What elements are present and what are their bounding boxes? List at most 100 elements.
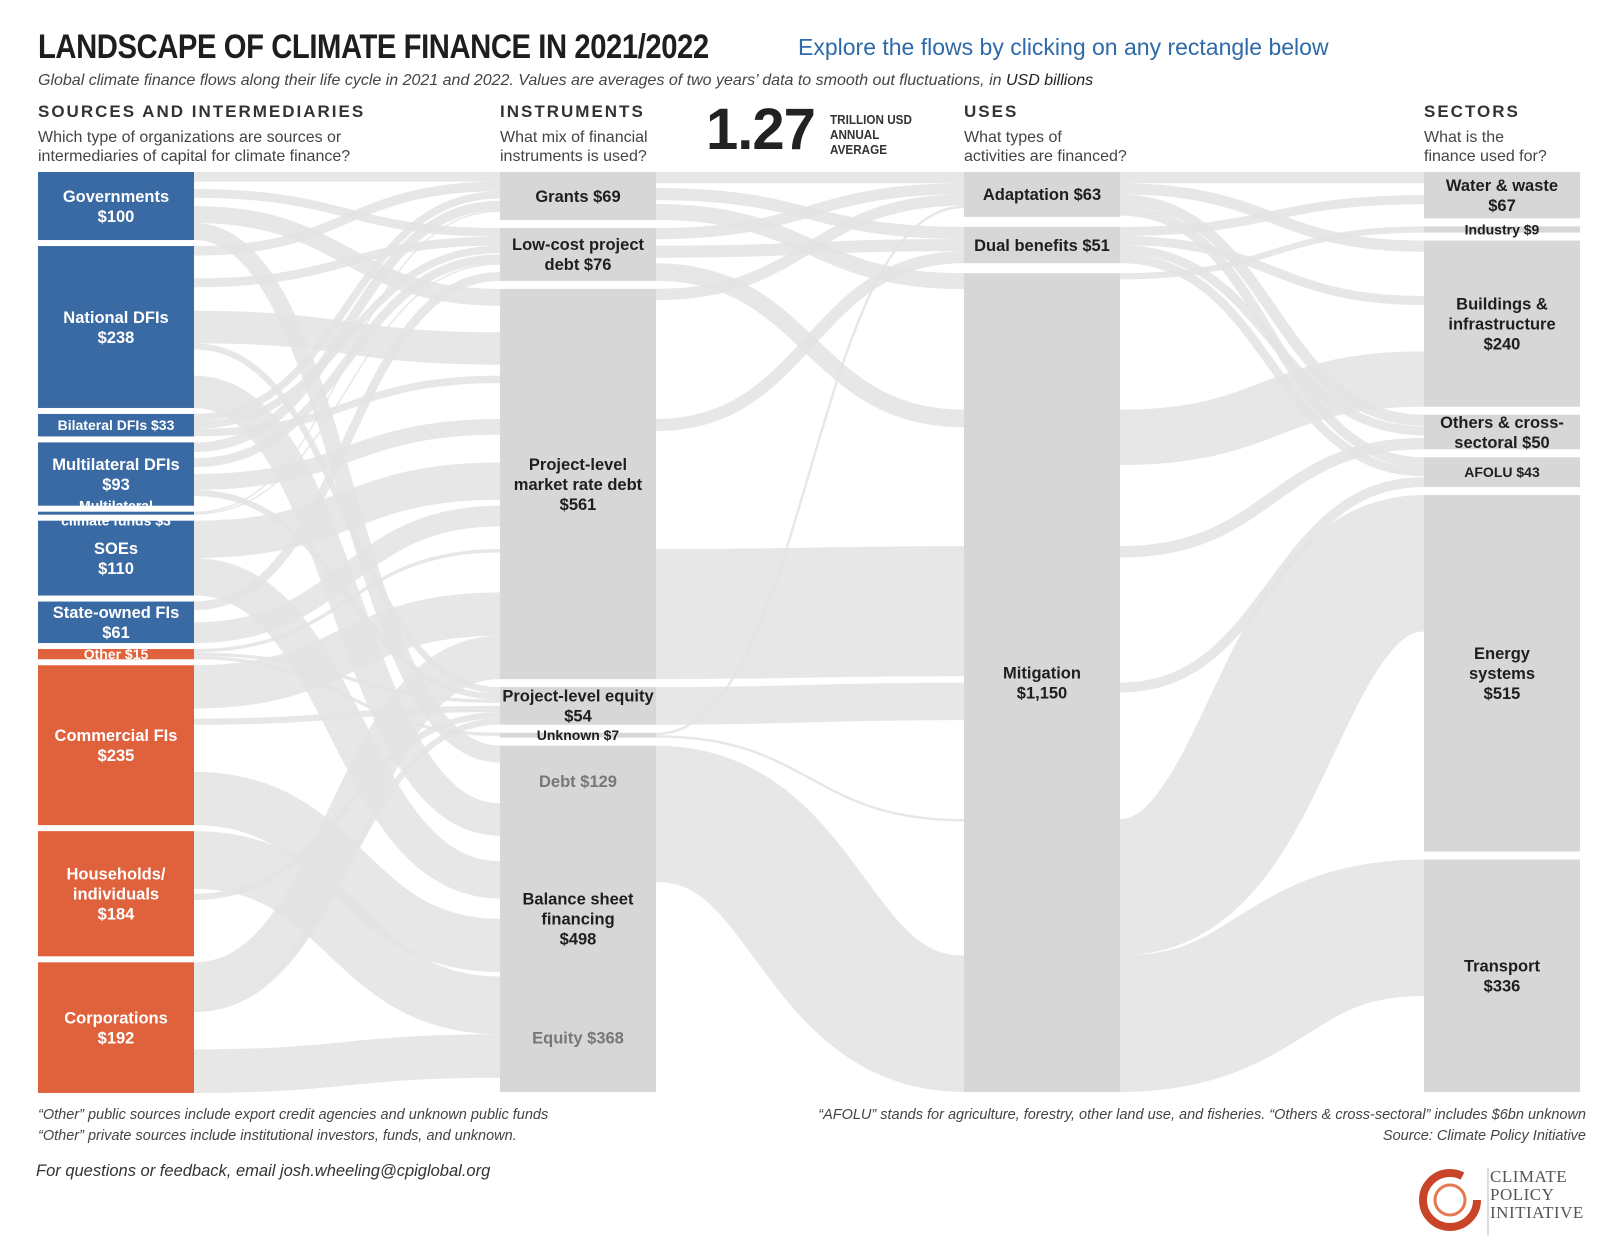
node-ndfi[interactable]	[38, 246, 194, 408]
flow-bsf-to-mitig[interactable]	[652, 745, 968, 1092]
flow-corp-to-pmrd[interactable]	[192, 635, 502, 1006]
node-bsf[interactable]	[500, 745, 656, 1092]
node-build[interactable]	[1424, 240, 1580, 407]
node-gov[interactable]	[38, 172, 194, 241]
node-mitig[interactable]	[964, 273, 1120, 1092]
node-others[interactable]	[1424, 414, 1580, 450]
flow-mitig-to-ind[interactable]	[1119, 226, 1425, 280]
node-label-dual: Dual benefits $51	[974, 237, 1110, 255]
node-label-others: Others & cross-sectoral $50	[1440, 414, 1564, 452]
flow-dual-to-afolu[interactable]	[1119, 254, 1425, 477]
flow-mdfi-to-grants[interactable]	[193, 200, 501, 453]
node-label-hh: Households/individuals $184	[66, 866, 165, 924]
flow-mcf-to-grants[interactable]	[193, 210, 501, 514]
flow-unk-to-adapt[interactable]	[655, 205, 965, 736]
flow-dual-to-others[interactable]	[1119, 245, 1425, 436]
flow-cfi-to-bsf[interactable]	[193, 771, 501, 973]
flow-cfi-to-peq[interactable]	[193, 705, 501, 725]
flow-ndfi-to-grants[interactable]	[193, 181, 501, 256]
label-layer: Governments $100 National DFIs $238 Bilatera…	[52, 177, 1564, 1048]
node-label-gov: Governments $100	[63, 188, 169, 226]
flow-oth-to-unk[interactable]	[193, 655, 501, 737]
node-bdfi[interactable]	[38, 413, 194, 437]
flow-dual-to-build[interactable]	[1119, 235, 1425, 306]
flow-sofi-to-lcd[interactable]	[193, 272, 501, 611]
flow-peq-to-mitig[interactable]	[655, 682, 965, 725]
node-peq[interactable]	[500, 687, 656, 725]
flow-mitig-to-others[interactable]	[1119, 437, 1425, 558]
flow-gov-to-lcd[interactable]	[193, 189, 501, 237]
node-label-water: Water & waste $67	[1446, 177, 1558, 215]
footnote-other-private: “Other” private sources include institut…	[38, 1128, 517, 1144]
node-corp[interactable]	[38, 962, 194, 1093]
flow-sofi-to-pmrd[interactable]	[193, 505, 501, 644]
flow-bdfi-to-pmrd[interactable]	[193, 375, 501, 437]
flow-layer	[192, 171, 1430, 1093]
node-ind[interactable]	[1424, 226, 1580, 233]
flow-bdfi-to-grants[interactable]	[193, 191, 501, 422]
source-note: Source: Climate Policy Initiative	[1382, 1128, 1586, 1144]
node-label-adapt: Adaptation $63	[983, 186, 1101, 204]
node-adapt[interactable]	[964, 172, 1120, 217]
column-question-sources: Which type of organizations are sources …	[38, 129, 351, 165]
flow-lcd-to-adapt[interactable]	[655, 183, 965, 240]
node-hh[interactable]	[38, 831, 194, 957]
flow-hh-to-bsf[interactable]	[193, 831, 501, 1035]
column-question-sectors: What is the finance used for?	[1424, 129, 1547, 165]
feedback-email: For questions or feedback, email josh.wh…	[36, 1162, 491, 1180]
total-value: 1.27	[706, 97, 816, 162]
flow-bdfi-to-lcd[interactable]	[193, 245, 501, 429]
node-water[interactable]	[1424, 172, 1580, 219]
node-pmrd[interactable]	[500, 288, 656, 680]
node-mdfi[interactable]	[38, 442, 194, 506]
logo-text: CLIMATE POLICY INITIATIVE	[1490, 1167, 1584, 1222]
node-label-pmrd: Project-level market rate debt $561	[514, 456, 643, 514]
node-cfi[interactable]	[38, 665, 194, 826]
node-transport[interactable]	[1424, 859, 1580, 1092]
flow-soe-to-pmrd[interactable]	[193, 462, 501, 559]
node-label-mdfi: Multilateral DFIs $93	[52, 456, 179, 494]
flow-cfi-to-pmrd[interactable]	[193, 592, 501, 709]
flow-mdfi-to-pmrd[interactable]	[193, 418, 501, 490]
node-label-mitig: Mitigation $1,150	[1003, 664, 1081, 702]
flow-mitig-to-build[interactable]	[1119, 351, 1425, 466]
node-grants[interactable]	[500, 172, 656, 220]
explore-flows-link[interactable]: Explore the flows by clicking on any rec…	[798, 34, 1329, 60]
node-sublabel-bsf-1: Equity $368	[532, 1029, 624, 1047]
flow-corp-to-bsf[interactable]	[193, 1034, 501, 1093]
flow-pmrd-to-adapt[interactable]	[655, 194, 965, 301]
node-dual[interactable]	[964, 226, 1120, 264]
node-oth[interactable]	[38, 649, 194, 660]
flow-ndfi-to-lcd[interactable]	[193, 236, 501, 288]
flow-oth-to-pmrd[interactable]	[193, 549, 501, 653]
flow-dual-to-water[interactable]	[1119, 195, 1425, 236]
page-title: LANDSCAPE OF CLIMATE FINANCE IN 2021/202…	[38, 28, 709, 66]
node-label-sofi: State-owned FIs $61	[53, 604, 180, 642]
node-soe[interactable]	[38, 520, 194, 596]
node-label-mcf: Multilateral climate funds $3	[61, 498, 171, 529]
column-heading-uses: USES	[964, 102, 1019, 121]
node-label-ind: Industry $9	[1465, 221, 1540, 237]
node-label-unk: Unknown $7	[537, 727, 620, 743]
column-question-uses: What types of activities are financed?	[964, 129, 1127, 165]
flow-mcf-to-lcd[interactable]	[193, 263, 501, 515]
flow-mitig-to-energy[interactable]	[1114, 495, 1430, 956]
node-lcd[interactable]	[500, 228, 656, 281]
flow-pmrd-to-dual[interactable]	[655, 251, 965, 432]
node-label-ndfi: National DFIs $238	[63, 309, 168, 347]
node-unk[interactable]	[500, 732, 656, 738]
subtitle: Global climate finance flows along their…	[38, 72, 1093, 90]
node-sofi[interactable]	[38, 601, 194, 644]
node-energy[interactable]	[1424, 495, 1580, 852]
node-label-build: Buildings & infrastructure $240	[1448, 295, 1555, 353]
flow-pmrd-to-mitig[interactable]	[655, 546, 965, 680]
flow-corp-to-peq[interactable]	[193, 718, 501, 1013]
subtitle-text: Global climate finance flows along their…	[38, 72, 1002, 89]
node-mcf[interactable]	[38, 511, 194, 515]
node-label-grants: Grants $69	[535, 188, 620, 206]
flow-mitig-to-transport[interactable]	[1118, 859, 1426, 1092]
flow-unk-to-mitig[interactable]	[655, 735, 965, 822]
node-label-oth: Other $15	[84, 646, 149, 662]
node-afolu[interactable]	[1424, 457, 1580, 488]
